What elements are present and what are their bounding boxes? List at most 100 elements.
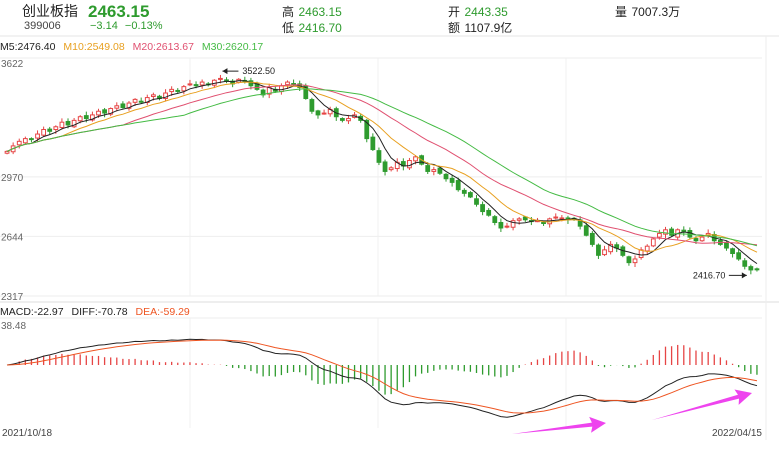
candle-body bbox=[315, 110, 321, 116]
candle-body bbox=[96, 110, 101, 116]
high-stat: 高 2463.15 bbox=[282, 4, 342, 20]
candle-body bbox=[480, 204, 485, 213]
candle-body bbox=[681, 229, 687, 233]
candle-body bbox=[486, 209, 492, 216]
amount-stat: 额 1107.9亿 bbox=[448, 20, 512, 36]
candle-body bbox=[120, 103, 126, 109]
candle-body bbox=[632, 258, 638, 264]
candle-body bbox=[364, 119, 370, 140]
candle-body bbox=[126, 102, 132, 109]
max-arrow-head bbox=[222, 68, 228, 75]
last-price: 2463.15 bbox=[88, 2, 150, 21]
quote-header: 创业板指 399006 2463.15 −3.14 −0.13% 高 2463.… bbox=[0, 0, 779, 36]
dif-line bbox=[6, 338, 758, 418]
index-name: 创业板指 bbox=[22, 3, 78, 19]
candle-body bbox=[492, 216, 498, 224]
candle-body bbox=[108, 108, 114, 115]
candle-body bbox=[114, 105, 120, 109]
candle-body bbox=[730, 248, 735, 255]
ma30-legend: M30:2620.17 bbox=[201, 41, 264, 53]
candle-body bbox=[376, 150, 382, 163]
candle-body bbox=[602, 249, 607, 256]
candle-body bbox=[181, 86, 187, 92]
open-stat: 开 2443.35 bbox=[448, 4, 508, 20]
candle-body bbox=[71, 119, 77, 128]
macd-legend-diff: DIFF:-70.78 bbox=[71, 306, 128, 318]
candle-body bbox=[724, 242, 729, 249]
candle-body bbox=[431, 169, 437, 172]
macd-legend-macd: MACD:-22.97 bbox=[0, 306, 64, 318]
candle-body bbox=[644, 245, 650, 252]
candle-body bbox=[596, 244, 601, 256]
candle-body bbox=[53, 126, 59, 130]
low-stat: 低 2416.70 bbox=[282, 20, 342, 36]
candle-body bbox=[59, 121, 65, 128]
candle-body bbox=[175, 89, 181, 92]
candle-body bbox=[16, 140, 22, 146]
min-annotation: 2416.70 bbox=[693, 270, 726, 280]
candle-body bbox=[510, 220, 516, 228]
change-value: −3.14 bbox=[90, 20, 118, 32]
y-tick-label: 2644 bbox=[1, 232, 24, 243]
candle-body bbox=[47, 128, 53, 132]
change-percent: −0.13% bbox=[124, 20, 163, 32]
candle-body bbox=[339, 118, 345, 121]
high-label: 高 bbox=[282, 5, 295, 19]
candle-body bbox=[83, 115, 89, 120]
pink-arrow-left-shape bbox=[512, 416, 606, 434]
pink-arrow-right bbox=[652, 389, 753, 420]
candle-body bbox=[163, 92, 168, 99]
candle-body bbox=[382, 161, 388, 172]
candle-body bbox=[413, 156, 418, 162]
candle-body bbox=[669, 228, 674, 236]
candle-body bbox=[303, 85, 309, 99]
dea-line bbox=[6, 339, 758, 414]
index-code: 399006 bbox=[24, 20, 61, 32]
candle-body bbox=[748, 266, 754, 271]
volume-label: 量 bbox=[615, 5, 628, 19]
candle-body bbox=[285, 81, 290, 86]
pink-arrow-left bbox=[512, 416, 606, 434]
candle-body bbox=[65, 120, 71, 126]
candle-body bbox=[504, 225, 510, 228]
candle-body bbox=[102, 109, 107, 114]
candle-body bbox=[321, 112, 327, 115]
amount-value: 1107.9亿 bbox=[464, 21, 513, 35]
candle-body bbox=[449, 177, 455, 183]
candle-body bbox=[4, 150, 10, 154]
x-end-label: 2022/04/15 bbox=[712, 428, 762, 439]
candle-body bbox=[699, 236, 705, 242]
candle-body bbox=[468, 192, 473, 198]
candle-body bbox=[589, 232, 595, 245]
volume-value: 7007.3万 bbox=[631, 5, 681, 19]
volume-stat: 量 7007.3万 bbox=[615, 4, 680, 20]
candle-body bbox=[626, 256, 632, 264]
candle-body bbox=[754, 268, 760, 271]
candle-body bbox=[218, 77, 223, 80]
y-tick-label: 2317 bbox=[1, 292, 24, 303]
y-tick-label: 3622 bbox=[1, 59, 24, 70]
candle-body bbox=[138, 100, 144, 103]
ma10-line bbox=[6, 81, 758, 253]
pink-arrow-right-shape bbox=[652, 389, 753, 420]
y-tick-label: 2970 bbox=[1, 173, 24, 184]
candle-body bbox=[638, 249, 644, 259]
candle-body bbox=[559, 217, 565, 220]
candle-body bbox=[150, 94, 156, 97]
candle-body bbox=[657, 232, 662, 238]
ma30-line bbox=[6, 88, 758, 247]
max-annotation: 3522.50 bbox=[242, 66, 275, 76]
candle-body bbox=[35, 133, 40, 139]
candle-body bbox=[693, 238, 699, 242]
candle-body bbox=[388, 167, 394, 171]
candle-body bbox=[22, 138, 28, 144]
high-value: 2463.15 bbox=[298, 5, 342, 19]
candle-body bbox=[742, 260, 748, 267]
candle-body bbox=[516, 218, 522, 221]
candle-body bbox=[407, 159, 412, 169]
candle-body bbox=[29, 138, 34, 141]
ma5-line bbox=[6, 80, 758, 265]
candle-body bbox=[169, 88, 175, 93]
min-arrow-head bbox=[741, 272, 747, 279]
